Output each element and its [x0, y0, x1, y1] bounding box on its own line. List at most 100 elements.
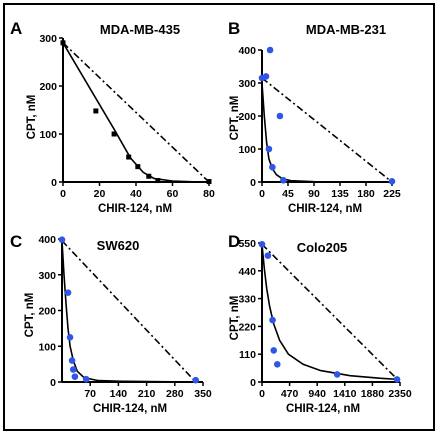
panel-b-data-point [280, 177, 287, 184]
panel-d-data-point [264, 252, 272, 259]
panel-d-xtick-label: 0 [259, 388, 265, 400]
panel-c-ytick-label: 400 [38, 234, 56, 246]
panel-d-ytick-label: 220 [238, 321, 256, 333]
panel-b-xtick-label: 180 [357, 188, 375, 200]
panel-a-data-point [155, 178, 161, 184]
panel-b-data-point [276, 112, 284, 120]
panel-d-fit-curve [261, 244, 401, 381]
panel-d: D Colo205 CHIR-124, nM CPT, nM 0 110 220 33… [228, 232, 412, 415]
panel-c-ytick-label: 300 [38, 270, 56, 282]
panel-c-xtick-label: 210 [138, 388, 156, 400]
panel-c-data-point [192, 376, 200, 384]
panel-b-xtick-label: 0 [259, 188, 265, 200]
panel-a-xtick-label: 0 [60, 188, 66, 200]
panel-d-ytick-label: 440 [238, 266, 256, 278]
panel-c-xlabel: CHIR-124, nM [93, 403, 167, 415]
panel-a-title: MDA-MB-435 [100, 22, 180, 37]
panel-c-xtick-label: 280 [166, 388, 184, 400]
panel-d-data-point [393, 376, 401, 383]
panel-a-data-point [111, 131, 117, 137]
panel-a-data-point [60, 40, 66, 46]
panel-b-data-point [388, 178, 396, 185]
panel-c-data-point [82, 375, 90, 383]
panel-letter-b: B [228, 19, 240, 38]
panel-b-additivity-line [261, 77, 393, 183]
panel-d-ytick-label: 0 [250, 377, 256, 389]
panel-b-fit-curve [261, 82, 390, 183]
panel-a-ytick-label: 300 [39, 33, 57, 45]
panel-b-ytick-label: 0 [250, 177, 256, 189]
panel-b-xtick-label: 225 [383, 188, 401, 200]
panel-c-data-point [68, 357, 76, 364]
panel-d-xtick-label: 1880 [361, 388, 385, 400]
panel-d-additivity-line [261, 243, 401, 383]
panel-a-additivity-line [62, 42, 210, 183]
panel-d-data-point [258, 240, 266, 248]
panel-b-data-point [262, 73, 270, 80]
panel-d-data-point [270, 347, 278, 354]
panel-b-xtick-label: 90 [308, 188, 320, 200]
panel-d-xtick-label: 2350 [388, 388, 412, 400]
panel-d-ytick-label: 550 [238, 238, 256, 250]
panel-c-xtick-label: 70 [84, 388, 96, 400]
panel-a-xlabel: CHIR-124, nM [98, 203, 172, 215]
panel-d-xlabel: CHIR-124, nM [286, 403, 360, 415]
panel-d-data-point [269, 316, 276, 324]
panel-a-data-point [135, 164, 141, 170]
panel-c-ytick-label: 100 [38, 341, 56, 353]
panel-c-additivity-line [61, 240, 197, 383]
panel-d-data-point [333, 371, 341, 378]
panel-c-title: SW620 [97, 238, 140, 253]
panel-b-data-point [269, 163, 276, 171]
panel-d-title: Colo205 [297, 240, 348, 255]
panel-letter-c: C [10, 232, 22, 251]
panel-c-data-point [58, 236, 66, 244]
panel-b-ytick-label: 200 [238, 111, 256, 123]
panel-a-data-point [93, 108, 99, 114]
panel-b-ytick-label: 300 [238, 78, 256, 90]
panel-a-ytick-label: 0 [51, 177, 57, 189]
panel-c-xtick-label: 140 [110, 388, 128, 400]
panel-c: C SW620 CHIR-124, nM CPT, nM 0 100 200 300 4… [10, 232, 212, 415]
panel-b-ytick-label: 400 [238, 45, 256, 57]
panel-a-data-point [206, 179, 212, 185]
panel-b-data-point [265, 145, 273, 153]
panel-a-ytick-label: 100 [39, 129, 57, 141]
panel-a-xtick-label: 40 [130, 188, 142, 200]
panel-d-ytick-label: 330 [238, 294, 256, 306]
panel-b-xlabel: CHIR-124, nM [288, 203, 362, 215]
panel-d-ytick-label: 110 [239, 349, 256, 361]
panel-b-ytick-label: 100 [238, 144, 256, 156]
panel-b-title: MDA-MB-231 [306, 22, 386, 37]
panel-d-xtick-label: 940 [308, 388, 326, 400]
panel-a-xtick-label: 80 [203, 188, 215, 200]
panel-d-data-point [273, 361, 281, 368]
panel-c-xtick-label: 350 [194, 388, 212, 400]
panel-b: B MDA-MB-231 CHIR-124, nM CPT, nM 0 100 20… [228, 19, 401, 215]
panel-c-ytick-label: 200 [38, 306, 56, 318]
panel-d-xtick-label: 470 [281, 388, 299, 400]
panel-a-ylabel: CPT, nM [26, 95, 38, 140]
panel-a-data-point [146, 173, 152, 179]
panel-c-data-point [71, 373, 79, 380]
panel-c-ytick-label: 0 [50, 377, 56, 389]
panel-a-fit-curve [62, 42, 200, 183]
panel-d-xtick-label: 1410 [333, 388, 357, 400]
panel-a-xtick-label: 20 [94, 188, 106, 200]
panel-b-xtick-label: 45 [282, 188, 294, 200]
panel-b-xtick-label: 135 [331, 188, 349, 200]
panel-a: A MDA-MB-435 CHIR-124, nM CPT, nM 0 100 20… [10, 19, 215, 215]
panel-b-ylabel: CPT, nM [229, 96, 241, 141]
panel-c-ylabel: CPT, nM [24, 293, 36, 338]
panel-c-data-point [69, 366, 77, 373]
panel-d-ylabel: CPT, nM [229, 296, 241, 341]
panel-a-data-point [126, 154, 132, 160]
panel-letter-d: D [228, 232, 240, 251]
panel-c-data-point [64, 289, 72, 296]
panel-b-data-point [266, 46, 274, 54]
panel-a-xtick-label: 60 [167, 188, 179, 200]
panel-letter-a: A [10, 19, 22, 38]
panel-c-data-point [66, 334, 74, 341]
panel-a-ytick-label: 200 [39, 81, 57, 93]
